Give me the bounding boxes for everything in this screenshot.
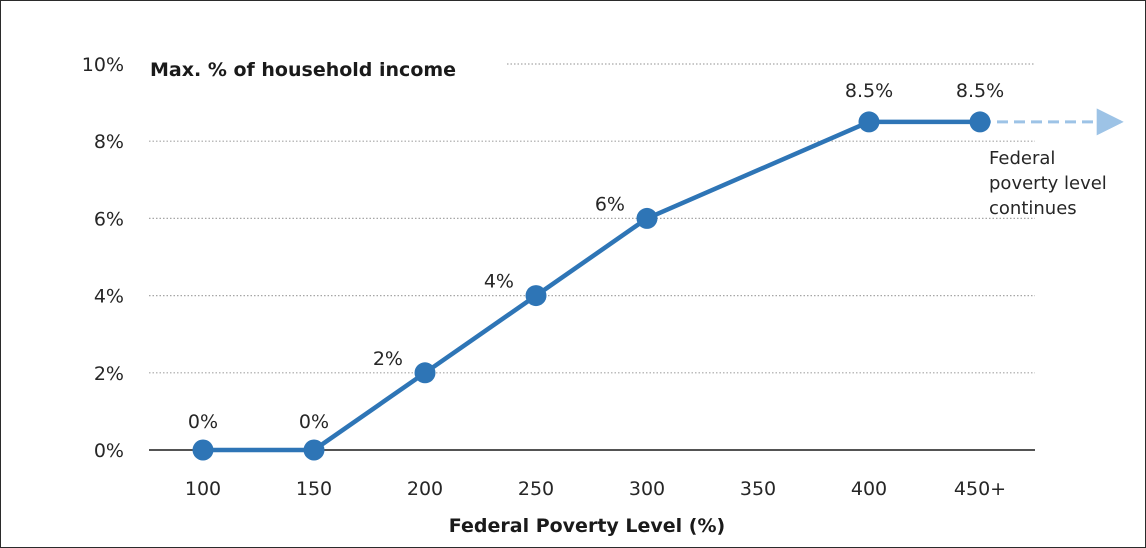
y-tick-label: 4% <box>94 286 124 308</box>
data-point <box>303 439 325 461</box>
data-label: 8.5% <box>845 80 893 102</box>
y-tick-label: 8% <box>94 131 124 153</box>
x-axis-title: Federal Poverty Level (%) <box>449 515 725 537</box>
x-tick-label: 100 <box>185 478 221 500</box>
data-point <box>636 207 658 229</box>
x-tick-label: 450+ <box>954 478 1006 500</box>
continuation-annotation: Federal <box>989 148 1055 169</box>
data-labels: 0% 0% 2% 4% 6% 8.5% 8.5% Federal poverty level co… <box>188 80 1107 433</box>
x-tick-label: 350 <box>740 478 776 500</box>
continuation-annotation: continues <box>989 198 1077 219</box>
series-path <box>203 119 980 453</box>
axes: 0% 2% 4% 6% 8% 10% 100 150 200 250 300 350 400 450+ <box>82 54 1035 500</box>
data-label: 0% <box>299 411 329 433</box>
x-tick-label: 250 <box>518 478 554 500</box>
data-point <box>858 111 880 133</box>
x-tick-label: 400 <box>851 478 887 500</box>
y-tick-label: 6% <box>94 208 124 230</box>
data-point <box>525 285 547 307</box>
y-tick-label: 0% <box>94 440 124 462</box>
continuation-annotation: poverty level <box>989 173 1107 194</box>
y-tick-label: 10% <box>82 54 124 76</box>
data-label: 4% <box>484 271 514 293</box>
series-line <box>192 108 1124 461</box>
data-label: 6% <box>595 193 625 215</box>
y-axis-title: Max. % of household income <box>150 59 456 81</box>
x-tick-label: 200 <box>407 478 443 500</box>
data-point <box>192 439 214 461</box>
data-point <box>969 111 991 133</box>
data-point <box>414 362 436 384</box>
data-label: 2% <box>373 348 403 370</box>
y-tick-label: 2% <box>94 363 124 385</box>
x-tick-label: 150 <box>296 478 332 500</box>
data-label: 0% <box>188 411 218 433</box>
gridlines <box>149 63 1035 374</box>
x-tick-label: 300 <box>629 478 665 500</box>
data-label: 8.5% <box>956 80 1004 102</box>
